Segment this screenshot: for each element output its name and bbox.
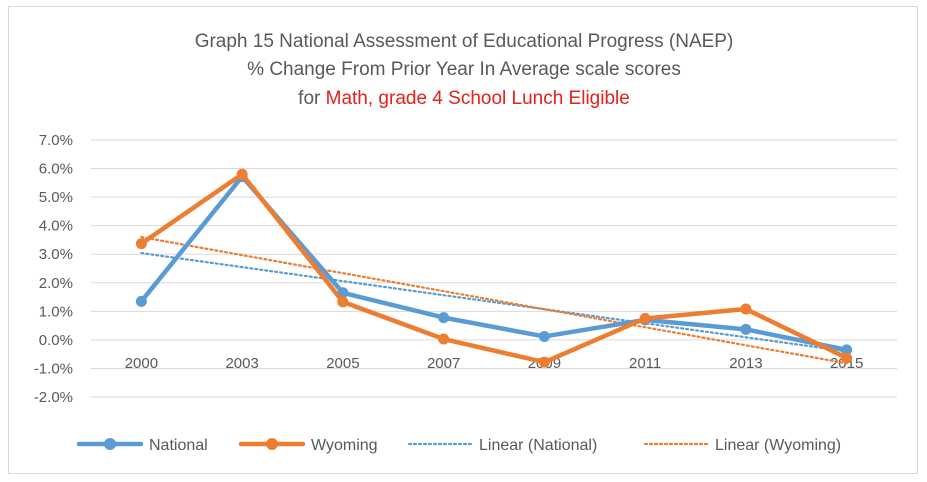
y-tick-label: -1.0% <box>34 360 73 377</box>
data-point-wyoming <box>337 296 349 308</box>
x-tick-label: 2013 <box>729 355 762 372</box>
x-tick-label: 2000 <box>125 355 158 372</box>
legend: National Wyoming Linear (National) Linear (… <box>76 437 841 454</box>
gridlines <box>91 139 897 398</box>
data-point-national <box>538 330 550 342</box>
series-line-wyoming <box>139 172 849 365</box>
legend-marker-national <box>104 438 116 450</box>
data-point-national <box>135 295 147 307</box>
data-point-national <box>841 344 853 356</box>
y-axis-tick-labels: 7.0% 6.0% 5.0% 4.0% 3.0% 2.0% 1.0% 0.0% -1.0% -2.… <box>34 132 73 406</box>
data-point-wyoming <box>740 303 752 315</box>
y-tick-label: 2.0% <box>39 275 73 292</box>
y-tick-label: 7.0% <box>39 132 73 149</box>
y-tick-label: -2.0% <box>34 389 73 406</box>
y-tick-label: 5.0% <box>39 189 73 206</box>
legend-label-linear-wyoming: Linear (Wyoming) <box>715 437 841 454</box>
chart-title: Graph 15 National Assessment of Educatio… <box>195 31 734 109</box>
data-point-national <box>438 312 450 324</box>
y-tick-label: 4.0% <box>39 218 73 235</box>
trendline-wyoming <box>140 235 848 365</box>
title-line-2: % Change From Prior Year In Average scal… <box>247 59 681 80</box>
title-line-3-prefix: for <box>298 88 325 109</box>
y-tick-label: 6.0% <box>39 161 73 178</box>
data-point-national <box>740 323 752 335</box>
trendlines <box>140 235 848 365</box>
y-tick-label: 1.0% <box>39 303 73 320</box>
data-point-wyoming <box>135 238 147 250</box>
x-axis-tick-labels: 20002003200520072009201120132015 <box>125 355 864 372</box>
data-point-wyoming <box>538 356 550 368</box>
data-point-wyoming <box>236 168 248 180</box>
legend-marker-wyoming <box>266 438 278 450</box>
y-tick-label: 0.0% <box>39 332 73 349</box>
line-chart: Graph 15 National Assessment of Educatio… <box>34 31 897 454</box>
legend-label-wyoming: Wyoming <box>311 437 378 454</box>
data-point-wyoming <box>841 352 853 364</box>
x-tick-label: 2007 <box>427 355 460 372</box>
data-point-wyoming <box>438 333 450 345</box>
x-tick-label: 2011 <box>629 355 661 372</box>
series-line-national <box>139 174 849 353</box>
data-point-wyoming <box>639 312 651 324</box>
x-tick-label: 2005 <box>326 355 359 372</box>
legend-label-national: National <box>149 437 208 454</box>
title-line-3: for Math, grade 4 School Lunch Eligible <box>298 88 630 109</box>
y-tick-label: 3.0% <box>39 246 73 263</box>
legend-label-linear-national: Linear (National) <box>479 437 597 454</box>
title-line-3-highlight: Math, grade 4 School Lunch Eligible <box>326 88 630 109</box>
title-line-1: Graph 15 National Assessment of Educatio… <box>195 31 734 52</box>
x-tick-label: 2003 <box>225 355 258 372</box>
series-lines <box>135 168 853 368</box>
trendline-national <box>140 251 848 353</box>
chart-frame: Graph 15 National Assessment of Educatio… <box>8 6 918 474</box>
